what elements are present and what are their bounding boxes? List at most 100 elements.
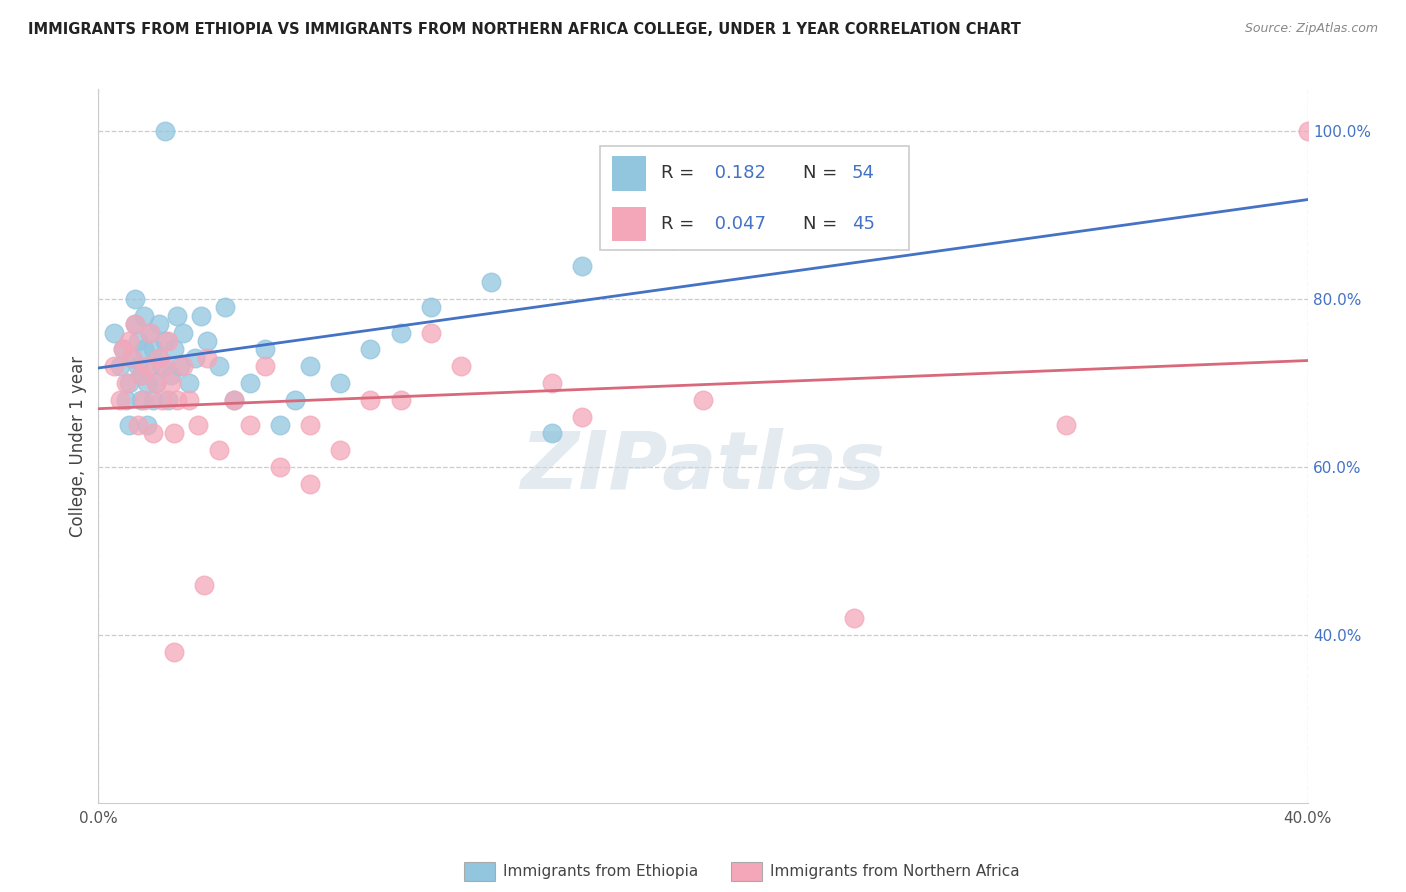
Point — [135, 417, 157, 432]
Point — [224, 392, 246, 407]
Point — [284, 392, 307, 407]
Point — [269, 417, 291, 432]
Text: IMMIGRANTS FROM ETHIOPIA VS IMMIGRANTS FROM NORTHERN AFRICA COLLEGE, UNDER 1 YEA: IMMIGRANTS FROM ETHIOPIA VS IMMIGRANTS F… — [28, 22, 1021, 37]
Point — [208, 359, 231, 374]
Text: R =: R = — [661, 215, 700, 233]
Point — [239, 417, 262, 432]
Point — [145, 376, 167, 390]
Text: N =: N = — [803, 215, 844, 233]
Point — [193, 577, 215, 591]
Point — [132, 309, 155, 323]
Point — [420, 326, 443, 340]
Point — [127, 334, 149, 348]
Point — [132, 392, 155, 407]
Point — [540, 376, 562, 390]
Point — [108, 359, 131, 374]
Point — [179, 376, 201, 390]
Point — [114, 392, 136, 407]
Point — [135, 376, 157, 390]
Point — [163, 426, 186, 441]
Point — [360, 392, 382, 407]
Point — [124, 318, 146, 332]
Point — [127, 417, 149, 432]
Point — [184, 351, 207, 365]
Point — [1054, 417, 1077, 432]
Point — [153, 124, 176, 138]
Point — [329, 443, 352, 458]
Text: 54: 54 — [852, 164, 875, 182]
Point — [132, 343, 155, 357]
Point — [103, 359, 125, 374]
Point — [139, 326, 162, 340]
Point — [142, 392, 165, 407]
Point — [481, 275, 503, 289]
Point — [135, 359, 157, 374]
Text: N =: N = — [803, 164, 844, 182]
Point — [148, 351, 170, 365]
Point — [299, 359, 322, 374]
Text: ZIPatlas: ZIPatlas — [520, 428, 886, 507]
Point — [118, 376, 141, 390]
Point — [142, 343, 165, 357]
Point — [150, 359, 173, 374]
Point — [142, 426, 165, 441]
Point — [118, 417, 141, 432]
Text: 0.047: 0.047 — [709, 215, 766, 233]
Point — [253, 359, 276, 374]
Point — [239, 376, 262, 390]
Point — [166, 309, 188, 323]
Point — [129, 392, 152, 407]
Point — [156, 392, 179, 407]
Point — [224, 392, 246, 407]
Point — [129, 368, 152, 382]
Point — [661, 233, 683, 247]
Bar — [613, 207, 647, 241]
Point — [108, 392, 131, 407]
Point — [692, 392, 714, 407]
Point — [124, 292, 146, 306]
Point — [195, 351, 218, 365]
Point — [187, 417, 209, 432]
Point — [139, 326, 162, 340]
Point — [172, 326, 194, 340]
Point — [329, 376, 352, 390]
Point — [111, 343, 134, 357]
Point — [389, 392, 412, 407]
Point — [299, 417, 322, 432]
Point — [208, 443, 231, 458]
Bar — [613, 156, 647, 191]
Point — [166, 392, 188, 407]
Point — [121, 351, 143, 365]
Point — [214, 301, 236, 315]
Text: R =: R = — [661, 164, 700, 182]
Point — [121, 351, 143, 365]
Point — [360, 343, 382, 357]
Text: 45: 45 — [852, 215, 875, 233]
Point — [163, 645, 186, 659]
Point — [269, 460, 291, 475]
Text: Immigrants from Ethiopia: Immigrants from Ethiopia — [503, 864, 699, 879]
Point — [139, 359, 162, 374]
Point — [160, 368, 183, 382]
Point — [844, 611, 866, 625]
Point — [450, 359, 472, 374]
Point — [148, 351, 170, 365]
Point — [571, 259, 593, 273]
Point — [179, 392, 201, 407]
Point — [145, 376, 167, 390]
Point — [163, 343, 186, 357]
Point — [129, 368, 152, 382]
Point — [299, 476, 322, 491]
Point — [253, 343, 276, 357]
Point — [153, 334, 176, 348]
Point — [118, 334, 141, 348]
Point — [103, 326, 125, 340]
Y-axis label: College, Under 1 year: College, Under 1 year — [69, 355, 87, 537]
Point — [156, 334, 179, 348]
Point — [124, 318, 146, 332]
Point — [153, 359, 176, 374]
Text: Immigrants from Northern Africa: Immigrants from Northern Africa — [770, 864, 1021, 879]
Point — [540, 426, 562, 441]
Point — [172, 359, 194, 374]
Point — [190, 309, 212, 323]
